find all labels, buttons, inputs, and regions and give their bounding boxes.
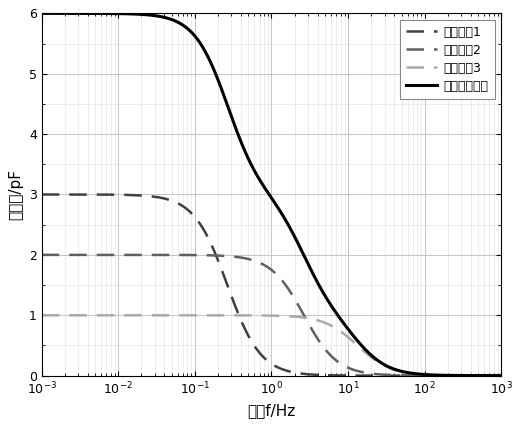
弛豫机构3 bbox=[91, 313, 97, 318]
弛豫机构2 bbox=[440, 373, 446, 378]
X-axis label: 频率f/Hz: 频率f/Hz bbox=[247, 403, 295, 417]
Y-axis label: 复电容/pF: 复电容/pF bbox=[8, 169, 23, 220]
弛豫机构3 bbox=[118, 313, 125, 318]
弛豫机构2 bbox=[498, 373, 504, 378]
叠加实部谱线 bbox=[215, 77, 221, 82]
弛豫机构1 bbox=[498, 373, 504, 378]
弛豫机构1 bbox=[489, 373, 495, 378]
叠加实部谱线 bbox=[498, 373, 504, 378]
弛豫机构2 bbox=[39, 252, 45, 257]
弛豫机构1 bbox=[440, 373, 446, 378]
叠加实部谱线 bbox=[440, 373, 446, 378]
弛豫机构2 bbox=[215, 253, 221, 258]
Line: 弛豫机构1: 弛豫机构1 bbox=[42, 195, 501, 376]
Legend: 弛豫机构1, 弛豫机构2, 弛豫机构3, 叠加实部谱线: 弛豫机构1, 弛豫机构2, 弛豫机构3, 叠加实部谱线 bbox=[400, 20, 495, 99]
弛豫机构1 bbox=[39, 192, 45, 197]
弛豫机构2 bbox=[91, 252, 97, 257]
叠加实部谱线 bbox=[235, 131, 241, 136]
弛豫机构2 bbox=[489, 373, 495, 378]
叠加实部谱线 bbox=[118, 11, 125, 16]
叠加实部谱线 bbox=[91, 11, 97, 16]
叠加实部谱线 bbox=[39, 11, 45, 16]
弛豫机构3 bbox=[235, 313, 241, 318]
弛豫机构2 bbox=[235, 255, 241, 260]
弛豫机构3 bbox=[440, 373, 446, 378]
弛豫机构2 bbox=[118, 252, 125, 257]
Line: 叠加实部谱线: 叠加实部谱线 bbox=[42, 13, 501, 376]
Line: 弛豫机构3: 弛豫机构3 bbox=[42, 315, 501, 376]
叠加实部谱线 bbox=[489, 373, 495, 378]
弛豫机构1 bbox=[215, 258, 221, 263]
弛豫机构1 bbox=[235, 310, 241, 315]
弛豫机构1 bbox=[118, 192, 125, 197]
弛豫机构3 bbox=[39, 313, 45, 318]
弛豫机构1 bbox=[91, 192, 97, 197]
弛豫机构3 bbox=[498, 373, 504, 378]
Line: 弛豫机构2: 弛豫机构2 bbox=[42, 255, 501, 376]
弛豫机构3 bbox=[215, 313, 221, 318]
弛豫机构3 bbox=[489, 373, 495, 378]
